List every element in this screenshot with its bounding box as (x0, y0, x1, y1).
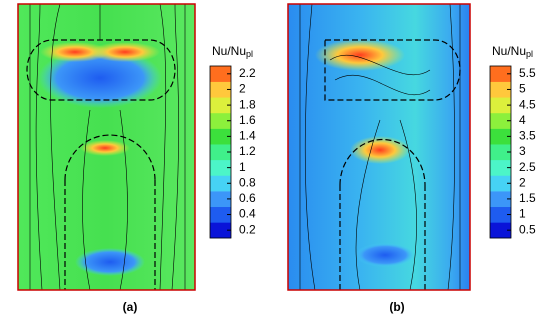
colorbar-band (210, 159, 231, 176)
colorbar-tick-label: 2 (519, 175, 526, 189)
colorbar-tick-label: 5.5 (519, 66, 536, 80)
colorbar-tick-label: 2.5 (519, 160, 536, 174)
colorbar-tick-label: 5 (519, 82, 526, 96)
colorbar-tick-label: 1.2 (239, 144, 256, 158)
colorbar-title-main: Nu/Nu (212, 44, 246, 58)
colorbar-band (210, 81, 231, 98)
colorbar-band (210, 112, 231, 129)
colorbar-tick-label: 2.2 (239, 66, 256, 80)
colorbar-tick-label: 3.5 (519, 129, 536, 143)
colorbar-tick-label: 1.4 (239, 129, 256, 143)
colorbar-band (210, 175, 231, 192)
plot-b (287, 3, 471, 291)
colorbar-band (210, 206, 231, 223)
colorbar-band (490, 144, 511, 161)
panel-label: (b) (389, 300, 404, 314)
colorbar-band (490, 191, 511, 208)
colorbar-tick-label: 3 (519, 144, 526, 158)
colorbar-tick-label: 1 (239, 160, 246, 174)
colorbar-tick-label: 0.2 (239, 222, 256, 236)
colorbar-tick-label: 4 (519, 113, 526, 127)
colorbar-title: Nu/Nupl (212, 44, 253, 59)
colorbar-tick-label: 0.6 (239, 191, 256, 205)
colorbar-tick-label: 1.5 (519, 191, 536, 205)
colorbar-tick-label: 1.6 (239, 113, 256, 127)
colorbar-title-sub: pl (246, 49, 253, 59)
colorbar-tick-label: 0.4 (239, 207, 256, 221)
colorbar-band (490, 222, 511, 239)
colorbar-band (490, 97, 511, 114)
colorbar-band (490, 206, 511, 223)
colorbar-band (490, 81, 511, 98)
colorbar-band (210, 144, 231, 161)
colorbar-band (490, 112, 511, 129)
plot-a (17, 3, 196, 291)
colorbar-tick-label: 2 (239, 82, 246, 96)
colorbar-title-main: Nu/Nu (492, 44, 526, 58)
colorbar-band (490, 66, 511, 82)
colorbar-tick-label: 0.5 (519, 222, 536, 236)
colorbar-band (210, 66, 231, 82)
colorbar-tick-label: 4.5 (519, 97, 536, 111)
colorbar-tick-label: 0.8 (239, 175, 256, 189)
colorbar-band (210, 97, 231, 114)
colorbar-band (210, 128, 231, 145)
colorbar-band (210, 222, 231, 239)
panel-label: (a) (123, 300, 138, 314)
colorbar-band (210, 191, 231, 208)
colorbar-tick-label: 1 (519, 207, 526, 221)
colorbar-title: Nu/Nupl (492, 44, 533, 59)
colorbar-band (490, 159, 511, 176)
colorbar-band (490, 175, 511, 192)
colorbar-tick-label: 1.8 (239, 97, 256, 111)
colorbar-title-sub: pl (526, 49, 533, 59)
colorbar-band (490, 128, 511, 145)
